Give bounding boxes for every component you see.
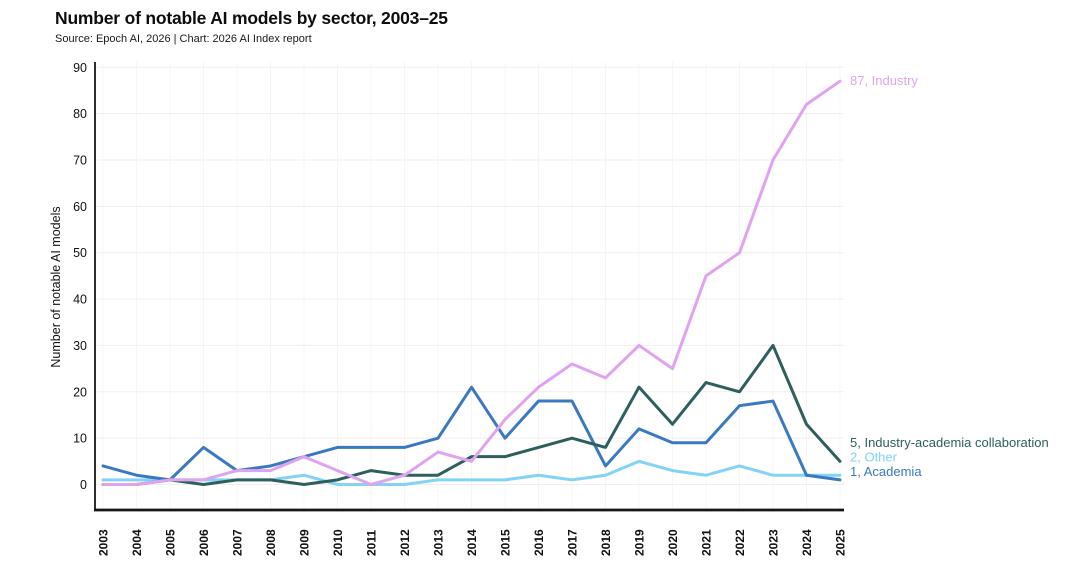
x-tick-label: 2025 (834, 529, 848, 556)
x-tick-label: 2009 (298, 529, 312, 556)
x-tick-label: 2008 (264, 529, 278, 556)
series-line-academia (101, 385, 842, 482)
x-tick-label: 2020 (666, 529, 680, 556)
series-end-label-other: 2, Other (850, 450, 898, 465)
chart-title: Number of notable AI models by sector, 2… (55, 8, 448, 28)
series-line-industry (101, 79, 842, 486)
x-tick-label: 2006 (197, 529, 211, 556)
x-tick-label: 2024 (800, 529, 814, 556)
y-tick-label: 60 (73, 200, 87, 214)
x-tick-label: 2013 (432, 529, 446, 556)
series-end-label-industry: 87, Industry (850, 73, 918, 88)
series-line-industry-academia-collaboration (101, 343, 842, 486)
y-tick-label: 50 (73, 246, 87, 260)
x-tick-label: 2019 (633, 529, 647, 556)
y-tick-label: 40 (73, 293, 87, 307)
x-tick-label: 2005 (164, 529, 178, 556)
x-tick-label: 2007 (231, 529, 245, 556)
x-tick-label: 2015 (499, 529, 513, 556)
y-axis-title: Number of notable AI models (49, 206, 63, 367)
y-tick-label: 80 (73, 107, 87, 121)
series-end-label-academia: 1, Academia (850, 464, 922, 479)
series-line-other (101, 459, 842, 486)
x-tick-label: 2018 (599, 529, 613, 556)
x-tick-label: 2003 (97, 529, 111, 556)
x-tick-label: 2017 (566, 529, 580, 556)
y-tick-label: 10 (73, 432, 87, 446)
x-tick-label: 2021 (700, 529, 714, 556)
y-tick-label: 90 (73, 61, 87, 75)
y-tick-label: 0 (80, 478, 87, 492)
x-tick-label: 2011 (365, 530, 379, 556)
chart-subtitle: Source: Epoch AI, 2026 | Chart: 2026 AI … (55, 33, 312, 45)
y-tick-label: 20 (73, 385, 87, 399)
x-tick-label: 2010 (331, 529, 345, 556)
x-tick-label: 2022 (733, 529, 747, 556)
x-tick-label: 2012 (398, 529, 412, 556)
x-tick-label: 2023 (767, 529, 781, 556)
x-tick-label: 2004 (130, 529, 144, 556)
x-tick-label: 2016 (532, 529, 546, 556)
y-tick-label: 30 (73, 339, 87, 353)
series-end-label-industry-academia-collaboration: 5, Industry-academia collaboration (850, 435, 1049, 450)
x-tick-label: 2014 (465, 529, 479, 556)
y-tick-label: 70 (73, 154, 87, 168)
